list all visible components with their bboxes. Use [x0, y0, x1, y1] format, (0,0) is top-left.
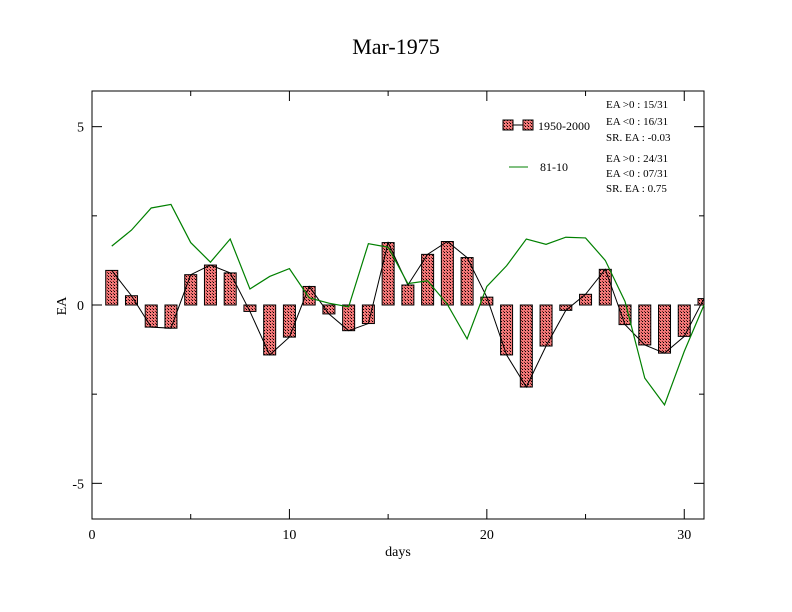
y-tick-label-5: 5	[77, 121, 84, 136]
bar-day-21	[500, 304, 514, 356]
bar-day-25	[579, 293, 593, 306]
y-axis-label: EA	[55, 296, 70, 316]
bar-day-28	[638, 304, 652, 346]
bar-series-1950-2000	[105, 241, 705, 388]
legend: 1950-2000 81-10 EA >0 : 15/31 EA <0 : 16…	[502, 99, 671, 195]
stat-sr-ea-1950: SR. EA : -0.03	[606, 132, 671, 144]
axis-tick-labels: 0 10 20 30 5 0 -5	[72, 121, 691, 543]
line-81-10	[111, 203, 705, 407]
axis-ticks	[91, 91, 704, 519]
x-tick-label-20: 20	[480, 528, 494, 543]
bar-day-7	[223, 272, 237, 306]
legend-label-1950-2000: 1950-2000	[538, 119, 590, 133]
x-tick-label-30: 30	[677, 528, 691, 543]
bar-day-24	[559, 304, 573, 311]
bar-day-10	[282, 304, 296, 338]
bar-day-18	[440, 241, 454, 306]
legend-marker-bar-right	[522, 119, 534, 131]
bar-day-19	[460, 257, 474, 306]
stat-ea-positive-81-10: EA >0 : 24/31	[606, 153, 668, 165]
legend-marker-bar-left	[502, 119, 514, 131]
line-series-81-10	[111, 203, 705, 407]
legend-label-81-10: 81-10	[540, 160, 568, 174]
bar-day-27	[618, 304, 632, 326]
stat-ea-negative-81-10: EA <0 : 07/31	[606, 168, 668, 180]
bar-day-16	[401, 284, 415, 306]
bar-day-2	[124, 295, 138, 306]
y-tick-label-0: 0	[77, 299, 84, 314]
bar-day-5	[184, 274, 198, 306]
bar-day-17	[421, 253, 435, 306]
bar-day-9	[263, 304, 277, 356]
bar-day-30	[677, 304, 691, 337]
y-tick-label--5: -5	[72, 477, 84, 492]
x-tick-label-10: 10	[282, 528, 296, 543]
x-axis-label: days	[385, 545, 411, 560]
bar-day-22	[519, 304, 533, 388]
bar-day-6	[203, 264, 217, 306]
bar-day-3	[144, 304, 158, 328]
bar-day-12	[322, 304, 336, 315]
bar-day-29	[658, 304, 672, 354]
bar-outline-series	[111, 240, 705, 389]
stat-ea-positive-1950: EA >0 : 15/31	[606, 99, 668, 111]
x-tick-label-0: 0	[89, 528, 96, 543]
bar-series-line	[111, 240, 705, 389]
stat-sr-ea-81-10: SR. EA : 0.75	[606, 183, 667, 195]
bar-day-11	[302, 285, 316, 306]
chart-title: Mar-1975	[352, 34, 440, 59]
bar-day-23	[539, 304, 553, 347]
stat-ea-negative-1950: EA <0 : 16/31	[606, 116, 668, 128]
